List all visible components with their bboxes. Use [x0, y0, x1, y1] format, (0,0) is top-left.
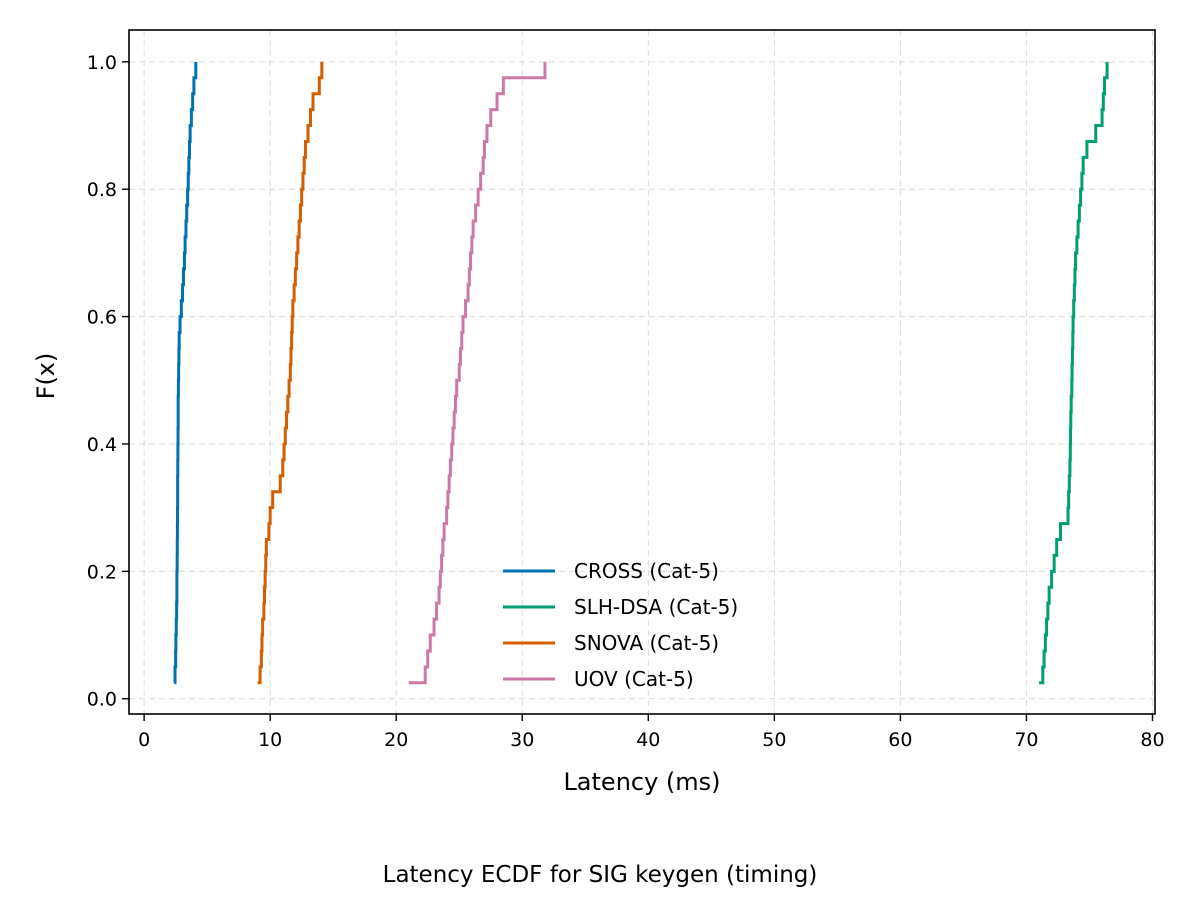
- y-axis-label: F(x): [32, 353, 60, 400]
- x-tick-label: 20: [384, 729, 408, 751]
- x-tick-label: 60: [888, 729, 912, 751]
- y-tick-label: 0.2: [87, 561, 117, 583]
- x-tick-label: 50: [762, 729, 786, 751]
- legend: CROSS (Cat-5) SLH-DSA (Cat-5) SNOVA (Cat-5…: [503, 559, 738, 691]
- series-lines: [173, 61, 1109, 685]
- figure-caption: Latency ECDF for SIG keygen (timing): [382, 862, 818, 888]
- y-tick-label: 0.6: [87, 307, 117, 329]
- x-tick-label: 80: [1140, 729, 1164, 751]
- series-line-slh-dsa-cat-5: [1039, 61, 1109, 685]
- series-line-uov-cat-5: [408, 61, 547, 685]
- plot-frame: [128, 29, 1156, 715]
- series-line-snova-cat-5: [257, 61, 324, 685]
- legend-label-uov-cat-5: UOV (Cat-5): [574, 667, 694, 691]
- legend-label-slh-dsa-cat-5: SLH-DSA (Cat-5): [574, 595, 738, 619]
- legend-label-snova-cat-5: SNOVA (Cat-5): [574, 631, 719, 655]
- x-tick-label: 0: [138, 729, 150, 751]
- y-tick-label: 0.8: [87, 179, 117, 201]
- y-tick-label: 0.4: [87, 434, 117, 456]
- legend-label-cross-cat-5: CROSS (Cat-5): [574, 559, 719, 583]
- y-tick-label: 0.0: [87, 689, 117, 711]
- y-tick-label: 1.0: [87, 52, 117, 74]
- series-line-cross-cat-5: [173, 61, 198, 685]
- x-tick-label: 70: [1014, 729, 1038, 751]
- axis-ticks: 0 10 20 30 40 50 60 70 80 0.0 0.2 0.4 0.6 0.8 1.0: [87, 52, 1165, 751]
- x-tick-label: 10: [258, 729, 282, 751]
- x-tick-label: 40: [636, 729, 660, 751]
- x-axis-label: Latency (ms): [563, 768, 720, 796]
- x-tick-label: 30: [510, 729, 534, 751]
- grid-lines: [129, 30, 1155, 714]
